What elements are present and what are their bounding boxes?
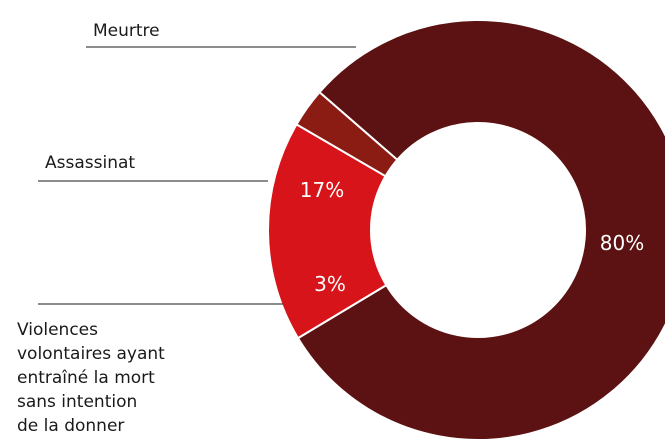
- violences-label-line-3: entraîné la mort: [17, 368, 155, 388]
- violences-label-line-1: Violences: [17, 320, 98, 340]
- violences-label-line-4: sans intention: [17, 392, 137, 412]
- category-label-assassinat: Assassinat: [45, 153, 135, 173]
- slice-assassinat: [267, 122, 388, 340]
- category-labels: Meurtre Assassinat Violences volontaires…: [17, 21, 170, 436]
- category-label-meurtre: Meurtre: [93, 21, 160, 41]
- category-label-violences: Violences volontaires ayant entraîné la …: [17, 320, 170, 436]
- slice-violences: [295, 90, 399, 178]
- pct-label-meurtre: 80%: [600, 231, 644, 255]
- pct-label-violences: 3%: [314, 272, 346, 296]
- violences-label-line-5: de la donner: [17, 416, 124, 436]
- pct-label-assassinat: 17%: [300, 178, 344, 202]
- slice-meurtre: [296, 19, 665, 440]
- violences-label-line-2: volontaires ayant: [17, 344, 165, 364]
- leader-lines: [38, 46, 356, 305]
- donut-slices: [267, 19, 665, 440]
- percentage-labels: 80% 17% 3%: [300, 178, 644, 296]
